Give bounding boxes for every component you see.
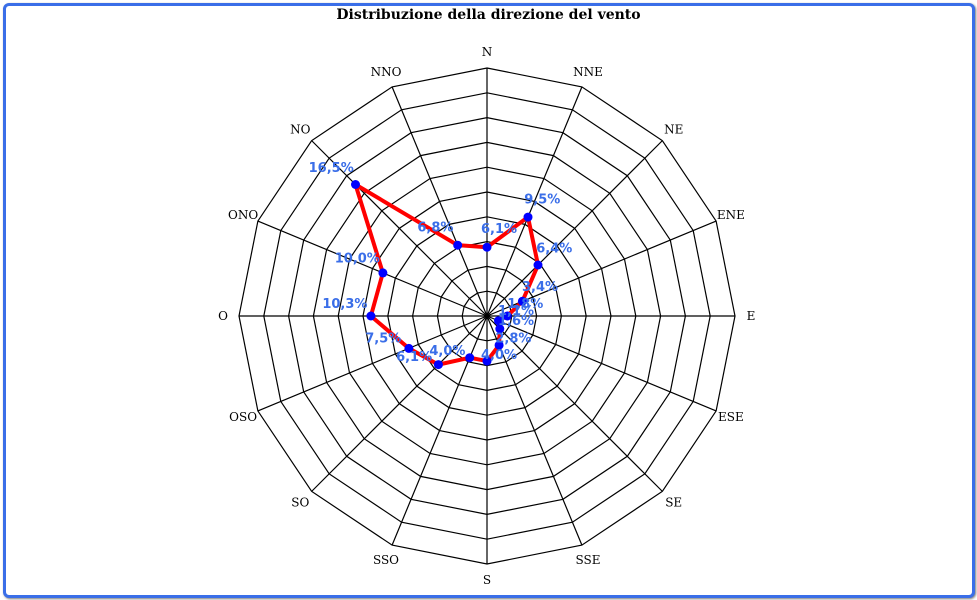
data-point — [366, 311, 376, 321]
data-point — [453, 240, 463, 250]
value-label: 4,0% — [429, 344, 465, 359]
data-point — [495, 324, 505, 334]
direction-label: ONO — [228, 208, 258, 222]
direction-label: SSO — [373, 553, 399, 567]
grid-spoke — [486, 315, 663, 492]
direction-label: S — [483, 573, 491, 587]
data-point — [482, 242, 492, 252]
data-point — [517, 296, 527, 306]
grid-spoke — [257, 220, 488, 317]
data-point — [351, 180, 360, 189]
data-point — [523, 212, 533, 222]
value-label: 10,0% — [335, 252, 380, 267]
data-point — [404, 343, 414, 353]
value-label: 1,6% — [498, 314, 534, 329]
data-point — [502, 311, 512, 321]
value-label: 3,4% — [522, 280, 558, 295]
direction-label: NNE — [573, 65, 603, 79]
direction-label: SSE — [576, 553, 601, 567]
value-label: 7,5% — [365, 332, 401, 347]
grid-spoke — [486, 315, 717, 412]
value-label: 6,4% — [536, 242, 572, 257]
radar-grid — [238, 67, 736, 565]
value-label: 10,3% — [322, 297, 367, 312]
value-label: 1,1% — [498, 304, 534, 319]
direction-label: OSO — [229, 410, 257, 424]
value-label: 9,5% — [524, 193, 560, 208]
chart-title: Distribuzione della direzione del vento — [336, 7, 641, 23]
value-label: 6,1% — [481, 222, 517, 237]
value-labels: 6,1%9,5%6,4%3,4%1,8%1,1%1,6%2,8%4,0%4,0%… — [309, 161, 573, 365]
direction-label: NNO — [371, 65, 402, 79]
direction-label: NO — [290, 122, 311, 136]
data-point — [494, 340, 504, 350]
series-frequency — [351, 180, 543, 370]
grid-spoke — [391, 86, 488, 317]
data-point — [533, 260, 543, 270]
data-point — [494, 316, 503, 326]
grid-spoke — [311, 140, 488, 317]
value-label: 1,8% — [507, 297, 543, 312]
grid-spoke — [257, 315, 488, 412]
chart-frame — [3, 3, 975, 598]
direction-label: SE — [665, 496, 682, 510]
direction-label: N — [482, 45, 493, 59]
value-label: 2,8% — [495, 332, 531, 347]
direction-label: ESE — [718, 410, 744, 424]
direction-label: NE — [664, 122, 683, 136]
data-point — [465, 353, 475, 363]
value-label: 6,8% — [417, 221, 453, 236]
direction-label: E — [747, 309, 756, 323]
value-label: 16,5% — [309, 161, 354, 176]
direction-label: O — [218, 309, 228, 323]
data-point — [433, 360, 443, 370]
grid-spoke — [486, 140, 663, 317]
value-label: 6,1% — [396, 350, 432, 365]
direction-labels: N NNE NE ENE E ESE SE SSE S SSO SO OSO O ONO NO NNO — [218, 45, 755, 587]
grid-spoke — [486, 86, 583, 317]
direction-label: ENE — [717, 208, 745, 222]
value-label: 4,0% — [481, 348, 517, 363]
data-point — [482, 356, 492, 366]
direction-label: SO — [291, 496, 309, 510]
grid-spoke — [486, 315, 583, 546]
grid-spoke — [311, 315, 488, 492]
data-point — [378, 268, 388, 278]
